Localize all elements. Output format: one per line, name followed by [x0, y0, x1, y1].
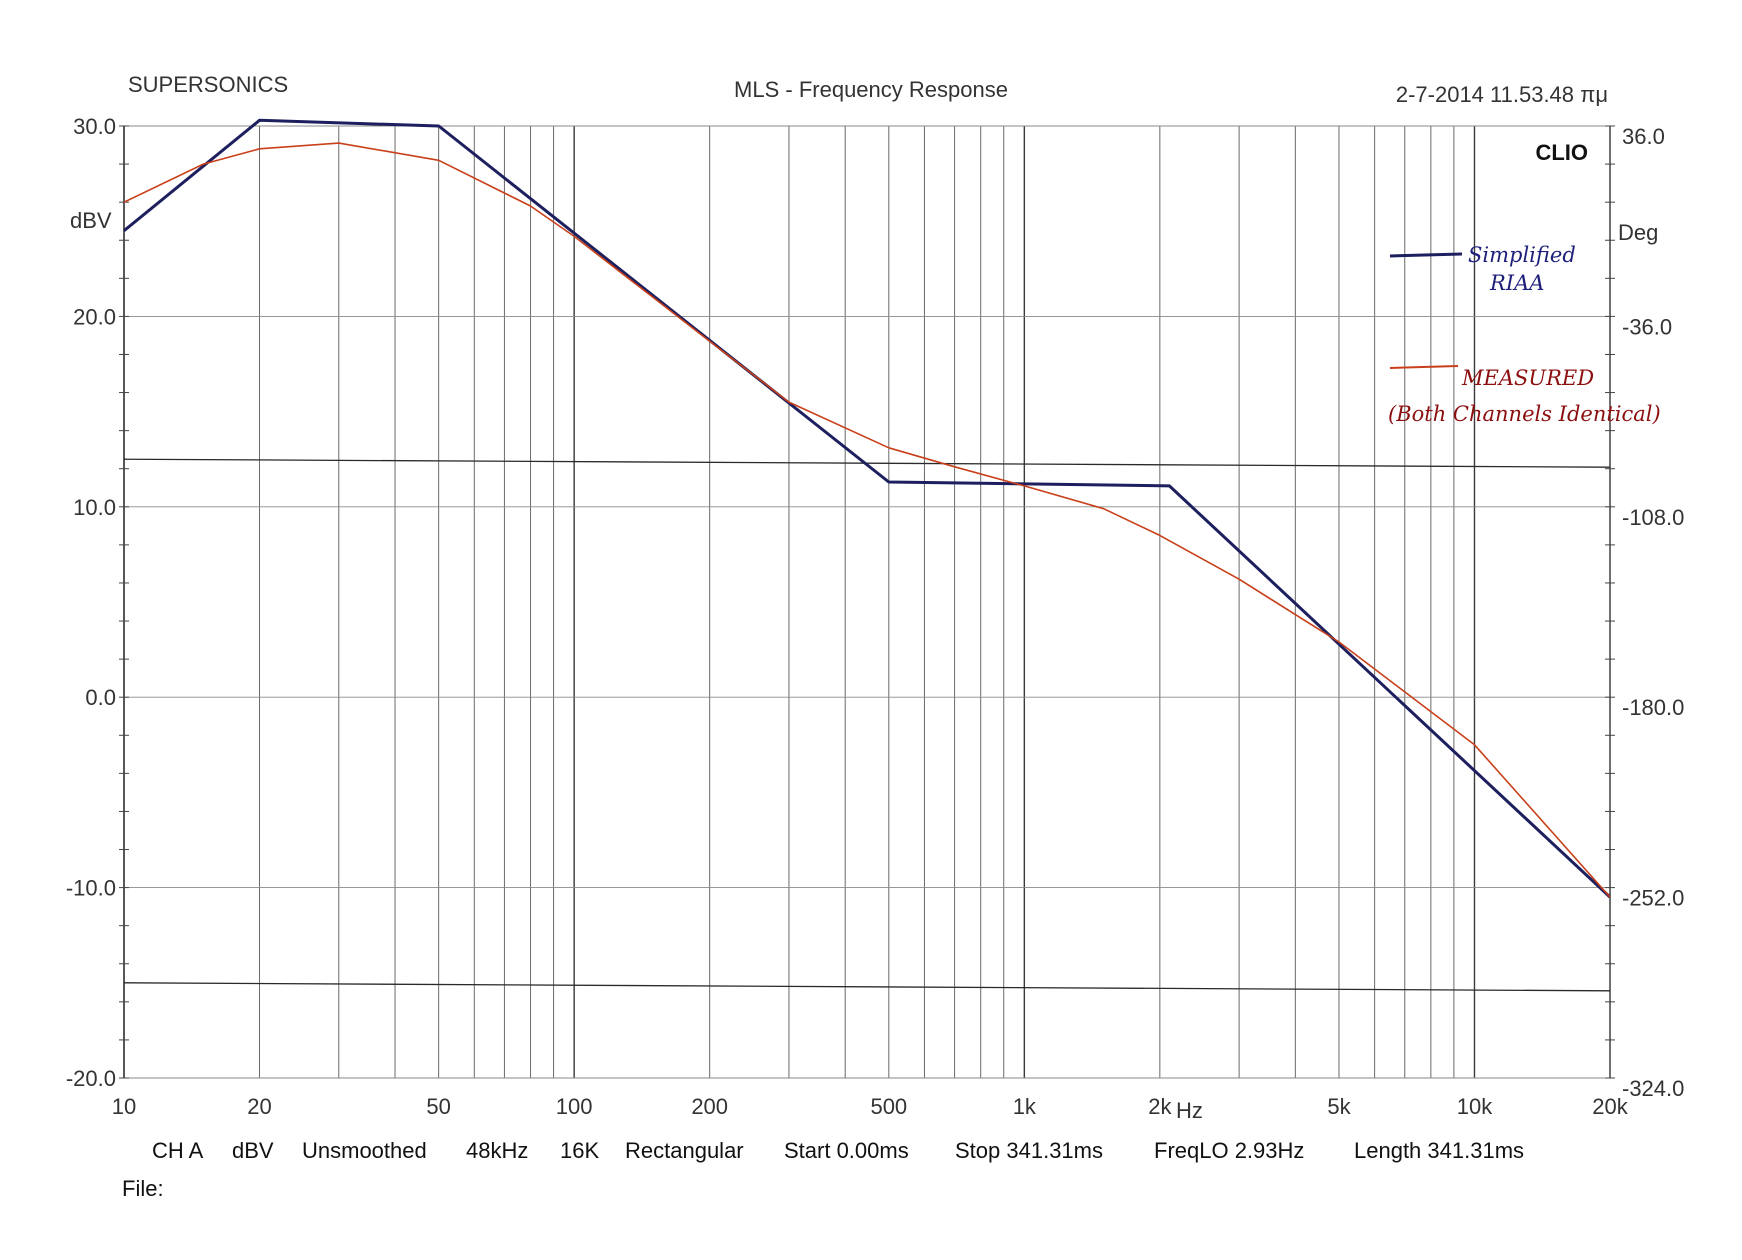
footer-item: 48kHz [466, 1138, 528, 1163]
y-right-tick-label: -180.0 [1622, 695, 1684, 720]
x-tick-label: 10 [112, 1094, 136, 1119]
series-lines [123, 118, 1612, 899]
phase-reference-lines [123, 458, 1611, 992]
y-right-tick-label: -108.0 [1622, 505, 1684, 530]
footer-item: Stop 341.31ms [955, 1138, 1103, 1163]
legend-simplified-line1: Simplified [1468, 243, 1576, 267]
y-left-unit: dBV [70, 208, 112, 233]
x-tick-label: 200 [691, 1094, 728, 1119]
x-tick-label: 20k [1592, 1094, 1628, 1119]
x-tick-label: 50 [426, 1094, 450, 1119]
x-tick-labels: 10 20 50 100 200 500 1k 2k 5k 10k 20k [112, 1094, 1629, 1119]
legend-swatch-measured [1389, 365, 1459, 369]
footer-item: Rectangular [625, 1138, 744, 1163]
footer-parameters: CH A dBV Unsmoothed 48kHz 16K Rectangular Star… [152, 1138, 1524, 1163]
legend-measured-line2: (Both Channels Identical) [1388, 402, 1661, 426]
y-right-tick-labels: 36.0 -36.0 -108.0 -180.0 -252.0 -324.0 [1622, 124, 1684, 1101]
header-left: SUPERSONICS [128, 72, 288, 97]
x-tick-label: 10k [1457, 1094, 1493, 1119]
y-left-tick-label: -10.0 [66, 876, 116, 901]
x-tick-label: 1k [1013, 1094, 1037, 1119]
y-left-tick-labels: 30.0 20.0 10.0 0.0 -10.0 -20.0 [66, 114, 116, 1091]
x-tick-label: 500 [870, 1094, 907, 1119]
y-left-tick-label: 20.0 [73, 304, 116, 329]
chart-title: MLS - Frequency Response [734, 77, 1008, 102]
footer-item: dBV [232, 1138, 274, 1163]
footer-item: Unsmoothed [302, 1138, 427, 1163]
x-tick-label: 100 [556, 1094, 593, 1119]
footer-item: 16K [560, 1138, 599, 1163]
footer-item: Start 0.00ms [784, 1138, 909, 1163]
x-tick-label: 20 [247, 1094, 271, 1119]
y-left-tick-label: 10.0 [73, 495, 116, 520]
footer-item: FreqLO 2.93Hz [1154, 1138, 1304, 1163]
x-tick-label: 2k [1148, 1094, 1172, 1119]
y-right-tick-label: -252.0 [1622, 886, 1684, 911]
legend-swatch-simplified [1389, 252, 1463, 258]
x-unit: Hz [1176, 1098, 1203, 1123]
series-line-0 [123, 118, 1612, 899]
footer-item: Length 341.31ms [1354, 1138, 1524, 1163]
footer-file-label: File: [122, 1176, 164, 1201]
legend-simplified-line2: RIAA [1489, 271, 1544, 295]
x-tick-label: 5k [1327, 1094, 1351, 1119]
y-right-tick-label: -324.0 [1622, 1076, 1684, 1101]
y-right-tick-label: 36.0 [1622, 124, 1665, 149]
series-line-1 [123, 142, 1611, 898]
brand-label: CLIO [1535, 140, 1588, 165]
phase-line-1 [123, 982, 1611, 992]
y-left-tick-label: 30.0 [73, 114, 116, 139]
chart-grid [119, 125, 1615, 1079]
y-right-unit: Deg [1618, 220, 1658, 245]
y-left-tick-label: 0.0 [85, 685, 116, 710]
legend-measured-line1: MEASURED [1461, 366, 1594, 390]
y-right-tick-label: -36.0 [1622, 314, 1672, 339]
y-left-tick-label: -20.0 [66, 1066, 116, 1091]
footer-item: CH A [152, 1138, 204, 1163]
header-timestamp: 2-7-2014 11.53.48 πμ [1396, 82, 1608, 107]
